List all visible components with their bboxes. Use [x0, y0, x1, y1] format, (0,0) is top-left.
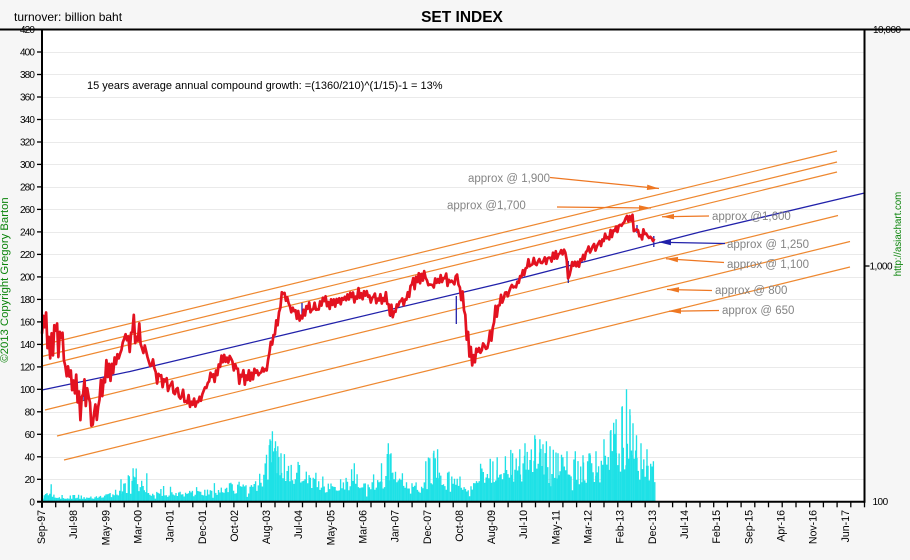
svg-text:200: 200: [20, 273, 35, 284]
svg-text:Jul-14: Jul-14: [679, 510, 691, 539]
svg-text:40: 40: [25, 452, 36, 463]
svg-text:Nov-16: Nov-16: [808, 510, 820, 544]
svg-text:approx @ 1,900: approx @ 1,900: [468, 173, 550, 185]
svg-text:Feb-15: Feb-15: [711, 510, 723, 544]
svg-text:approx @ 1,250: approx @ 1,250: [727, 239, 809, 251]
svg-text:Sep-97: Sep-97: [36, 510, 48, 544]
svg-text:Dec-07: Dec-07: [422, 510, 434, 544]
svg-text:approx @ 1,100: approx @ 1,100: [727, 259, 809, 271]
svg-text:Jan-01: Jan-01: [165, 510, 177, 542]
svg-text:20: 20: [25, 475, 36, 486]
svg-text:approx @1,700: approx @1,700: [447, 200, 526, 212]
svg-text:Mar-12: Mar-12: [583, 510, 595, 544]
svg-text:280: 280: [20, 183, 35, 194]
svg-text:©2013 Copyright Gregory Barton: ©2013 Copyright Gregory Barton: [0, 197, 11, 362]
svg-text:approx @ 650: approx @ 650: [722, 305, 794, 317]
svg-text:10,000: 10,000: [873, 25, 902, 36]
svg-text:Feb-13: Feb-13: [615, 510, 627, 544]
svg-text:420: 420: [20, 25, 35, 36]
svg-text:Oct-02: Oct-02: [229, 510, 241, 542]
svg-text:Jul-98: Jul-98: [68, 510, 80, 539]
svg-text:SET INDEX: SET INDEX: [421, 9, 503, 26]
svg-text:380: 380: [20, 70, 35, 81]
svg-text:Jul-10: Jul-10: [518, 510, 530, 539]
svg-text:Mar-00: Mar-00: [132, 510, 144, 544]
svg-text:Dec-01: Dec-01: [197, 510, 209, 544]
svg-text:Jul-04: Jul-04: [293, 510, 305, 539]
svg-text:approx @1,600: approx @1,600: [712, 211, 791, 223]
svg-text:May-11: May-11: [550, 510, 562, 545]
svg-text:260: 260: [20, 205, 35, 216]
svg-text:0: 0: [29, 497, 35, 508]
svg-text:turnover: billion baht: turnover: billion baht: [14, 10, 123, 24]
svg-text:Aug-09: Aug-09: [486, 510, 498, 544]
svg-text:1,000: 1,000: [870, 262, 893, 273]
svg-text:160: 160: [20, 318, 35, 329]
svg-text:340: 340: [20, 115, 35, 126]
svg-text:140: 140: [20, 340, 35, 351]
svg-text:May-99: May-99: [100, 510, 112, 545]
svg-text:180: 180: [20, 295, 35, 306]
svg-text:Jun-17: Jun-17: [840, 510, 852, 542]
svg-text:320: 320: [20, 138, 35, 149]
svg-text:400: 400: [20, 48, 35, 59]
svg-text:May-05: May-05: [325, 510, 337, 545]
svg-text:Jan-07: Jan-07: [390, 510, 402, 542]
svg-text:Apr-16: Apr-16: [775, 510, 787, 542]
svg-text:Aug-03: Aug-03: [261, 510, 273, 544]
svg-text:60: 60: [25, 430, 36, 441]
svg-text:http://asiachart.com: http://asiachart.com: [893, 192, 904, 277]
svg-text:360: 360: [20, 93, 35, 104]
svg-text:120: 120: [20, 363, 35, 374]
svg-text:240: 240: [20, 228, 35, 239]
svg-text:approx @ 800: approx @ 800: [715, 285, 787, 297]
svg-text:Dec-13: Dec-13: [647, 510, 659, 544]
svg-text:15 years average annual compou: 15 years average annual compound growth:…: [87, 80, 443, 92]
svg-text:300: 300: [20, 160, 35, 171]
svg-text:100: 100: [20, 385, 35, 396]
svg-text:Oct-08: Oct-08: [454, 510, 466, 542]
svg-text:100: 100: [873, 497, 889, 508]
svg-text:Mar-06: Mar-06: [358, 510, 370, 544]
svg-text:220: 220: [20, 250, 35, 261]
svg-text:80: 80: [25, 407, 36, 418]
svg-text:Sep-15: Sep-15: [743, 510, 755, 544]
